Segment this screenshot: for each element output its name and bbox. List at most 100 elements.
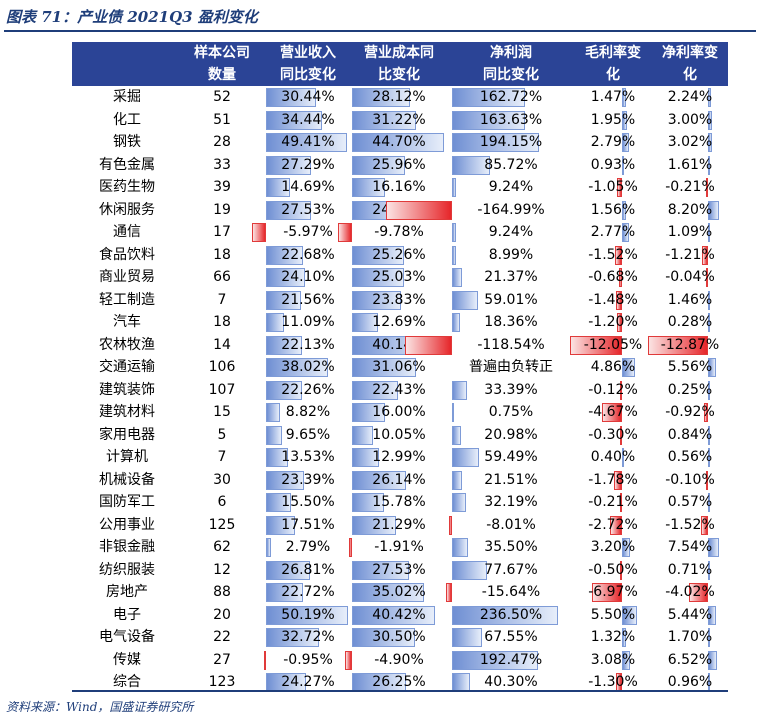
cell-nm: 6.52% — [667, 651, 713, 668]
cell-count: 7 — [217, 291, 227, 308]
figure-title: 图表 71：产业债 2021Q3 盈利变化 — [6, 8, 258, 26]
data-bar — [452, 290, 479, 310]
cell-gm: -12.05% — [583, 336, 643, 353]
cell-gm: 1.32% — [590, 629, 636, 645]
table-row: 通信 17 -5.97% -9.78% 9.24% 2.77% 1.09% — [0, 221, 760, 244]
data-bar — [352, 583, 425, 602]
cell-name: 通信 — [113, 224, 141, 240]
cell-count: 18 — [213, 314, 231, 330]
cell-gm: 2.79% — [590, 134, 636, 150]
data-bar — [708, 133, 713, 152]
cell-np: 162.72% — [479, 89, 543, 105]
data-bar — [708, 650, 718, 670]
cell-count: 30 — [213, 471, 231, 488]
cell-count: 106 — [208, 359, 236, 375]
cell-cost: 25.03% — [372, 269, 426, 285]
cell-cost: 25.26% — [372, 246, 426, 263]
cell-cost: 15.78% — [372, 494, 426, 510]
data-bar — [452, 133, 540, 152]
table-row: 医药生物 39 14.69% 16.16% 9.24% -1.05% -0.21% — [0, 176, 760, 199]
cell-count: 20 — [213, 606, 231, 623]
cell-nm: 0.57% — [667, 494, 713, 510]
cell-count: 5 — [217, 426, 227, 443]
data-bar — [622, 605, 637, 625]
cell-name: 非银金融 — [99, 539, 155, 555]
cell-nm: -12.87% — [660, 336, 720, 353]
header-cell-5: 毛利率变 化 — [585, 45, 641, 83]
data-bar — [452, 425, 462, 445]
data-bar — [266, 560, 310, 580]
table-row: 化工 51 34.44% 31.22% 163.63% 1.95% 3.00% — [0, 109, 760, 132]
table-row: 综合 123 24.27% 26.25% 40.30% -1.30% 0.96% — [0, 671, 760, 694]
cell-cost: -1.91% — [374, 539, 424, 555]
table-row: 钢铁 28 49.41% 44.70% 194.15% 2.79% 3.02% — [0, 131, 760, 154]
data-bar — [708, 628, 711, 647]
cell-count: 88 — [213, 584, 231, 600]
table-row: 非银金融 62 2.79% -1.91% 35.50% 3.20% 7.54% — [0, 536, 760, 559]
cell-name: 建筑装饰 — [99, 381, 155, 398]
cell-name: 有色金属 — [99, 156, 155, 173]
cell-rev: 22.72% — [281, 584, 335, 600]
data-bar — [708, 358, 716, 377]
cell-name: 钢铁 — [113, 134, 141, 150]
table-row: 食品饮料 18 22.68% 25.26% 8.99% -1.52% -1.21% — [0, 244, 760, 267]
cell-count: 27 — [213, 651, 231, 668]
data-bar — [620, 493, 622, 512]
cell-name: 汽车 — [113, 314, 141, 330]
table-row: 纺织服装 12 26.81% 27.53% 77.67% -0.50% 0.71% — [0, 559, 760, 582]
table-row: 计算机 7 13.53% 12.99% 59.49% 0.40% 0.56% — [0, 446, 760, 469]
cell-gm: -1.78% — [588, 471, 638, 488]
data-bar — [349, 538, 352, 557]
data-bar — [708, 560, 710, 580]
cell-name: 纺织服装 — [99, 561, 155, 578]
data-bar — [266, 628, 320, 647]
cell-cost: 30.50% — [372, 629, 426, 645]
table-row: 国防军工 6 15.50% 15.78% 32.19% -0.21% 0.57% — [0, 491, 760, 514]
cell-rev: 17.51% — [281, 516, 335, 533]
data-bar — [452, 448, 479, 467]
cell-gm: 0.40% — [590, 449, 636, 465]
cell-name: 房地产 — [106, 584, 148, 600]
data-bar — [386, 200, 452, 220]
cell-name: 建筑材料 — [99, 404, 155, 420]
data-bar — [338, 223, 352, 242]
data-bar — [452, 470, 462, 490]
data-bar — [708, 448, 710, 467]
cell-gm: -1.52% — [588, 246, 638, 263]
cell-count: 33 — [213, 156, 231, 173]
cell-name: 机械设备 — [99, 471, 155, 488]
cell-rev: 21.56% — [281, 291, 335, 308]
cell-gm: -1.48% — [588, 291, 638, 308]
data-bar — [452, 628, 483, 647]
data-bar — [352, 493, 385, 512]
data-bar — [266, 133, 347, 152]
data-bar — [266, 605, 348, 625]
cell-count: 12 — [213, 561, 231, 578]
cell-np: 194.15% — [479, 134, 543, 150]
data-bar — [622, 88, 626, 107]
cell-gm: 3.08% — [590, 651, 636, 668]
cell-cost: 23.83% — [372, 291, 426, 308]
cell-cost: 16.16% — [372, 179, 426, 195]
data-bar — [622, 538, 631, 557]
cell-gm: 1.95% — [590, 111, 636, 128]
data-bar — [708, 155, 711, 175]
cell-nm: 7.54% — [667, 539, 713, 555]
cell-rev: 22.13% — [281, 336, 335, 353]
data-bar — [452, 538, 468, 557]
cell-name: 轻工制造 — [99, 291, 155, 308]
cell-count: 7 — [217, 449, 227, 465]
cell-cost: 26.25% — [372, 674, 426, 690]
cell-cost: 44.70% — [372, 134, 426, 150]
cell-nm: 1.09% — [667, 224, 713, 240]
table-row: 建筑装饰 107 22.26% 22.43% 33.39% -0.12% 0.25% — [0, 379, 760, 402]
data-bar — [708, 425, 710, 445]
cell-nm: 1.70% — [667, 629, 713, 645]
cell-np: 9.24% — [488, 179, 534, 195]
data-bar — [708, 380, 710, 400]
data-bar — [708, 290, 711, 310]
cell-nm: 1.61% — [667, 156, 713, 173]
cell-cost: 31.06% — [372, 359, 426, 375]
cell-gm: 4.86% — [590, 359, 636, 375]
data-bar — [352, 245, 404, 265]
